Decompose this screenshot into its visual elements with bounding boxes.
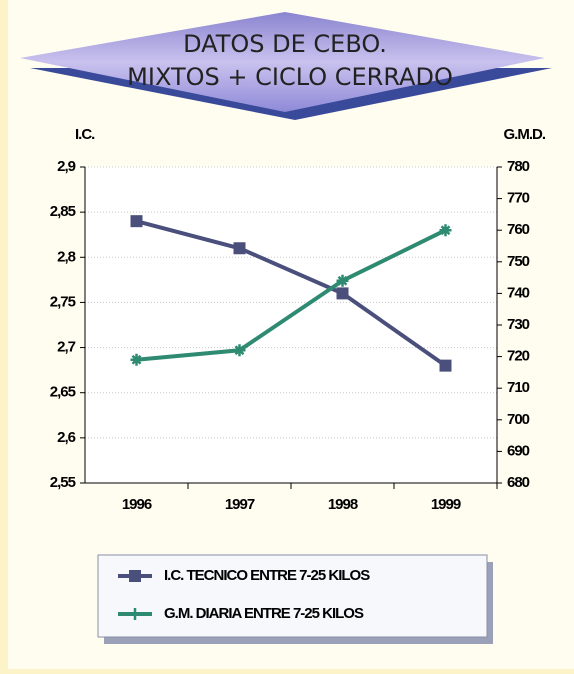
y2-tick-label: 680: [507, 474, 530, 491]
marker: [439, 359, 452, 372]
y2-tick-label: 770: [507, 190, 530, 207]
y2-tick-label: 740: [507, 284, 530, 301]
marker: [439, 224, 452, 237]
y-tick-label: 2,7: [57, 339, 76, 356]
y-tick-label: 2,85: [50, 203, 76, 220]
marker: [233, 242, 246, 255]
chart-subtitle: MIXTOS + CICLO CERRADO: [127, 63, 453, 91]
y-tick-label: 2,9: [57, 158, 76, 175]
series-line: [136, 228, 447, 362]
legend-marker: [129, 570, 141, 582]
legend-label: I.C. TECNICO ENTRE 7-25 KILOS: [164, 567, 370, 584]
series-line: [135, 219, 447, 368]
x-tick-label: 1996: [122, 496, 152, 513]
y2-tick-label: 710: [507, 379, 530, 396]
y2-tick-label: 780: [507, 158, 530, 175]
x-tick-label: 1998: [328, 496, 358, 513]
y-axis-label: I.C.: [75, 126, 95, 143]
legend-label: G.M. DIARIA ENTRE 7-25 KILOS: [164, 605, 364, 622]
y2-axis-label: G.M.D.: [504, 126, 546, 143]
y2-tick-label: 750: [507, 253, 530, 270]
legend-marker: [129, 608, 141, 620]
y-tick-label: 2,55: [50, 474, 76, 491]
banner: [20, 12, 545, 112]
plot-area: [85, 167, 497, 483]
marker: [336, 287, 349, 300]
x-tick-label: 1999: [431, 496, 461, 513]
marker: [336, 274, 349, 287]
x-tick-label: 1997: [225, 496, 255, 513]
y-tick-label: 2,65: [50, 384, 76, 401]
y2-tick-label: 720: [507, 348, 530, 365]
marker: [233, 344, 246, 357]
chart-title: DATOS DE CEBO.: [183, 30, 387, 58]
marker: [130, 353, 143, 366]
y-tick-label: 2,6: [57, 429, 76, 446]
marker: [130, 215, 143, 228]
y2-tick-label: 730: [507, 316, 530, 333]
y2-tick-label: 700: [507, 411, 530, 428]
y-tick-label: 2,8: [57, 248, 76, 265]
legend: [97, 554, 488, 638]
y2-tick-label: 690: [507, 442, 530, 459]
y2-tick-label: 760: [507, 221, 530, 238]
y-tick-label: 2,75: [50, 293, 76, 310]
